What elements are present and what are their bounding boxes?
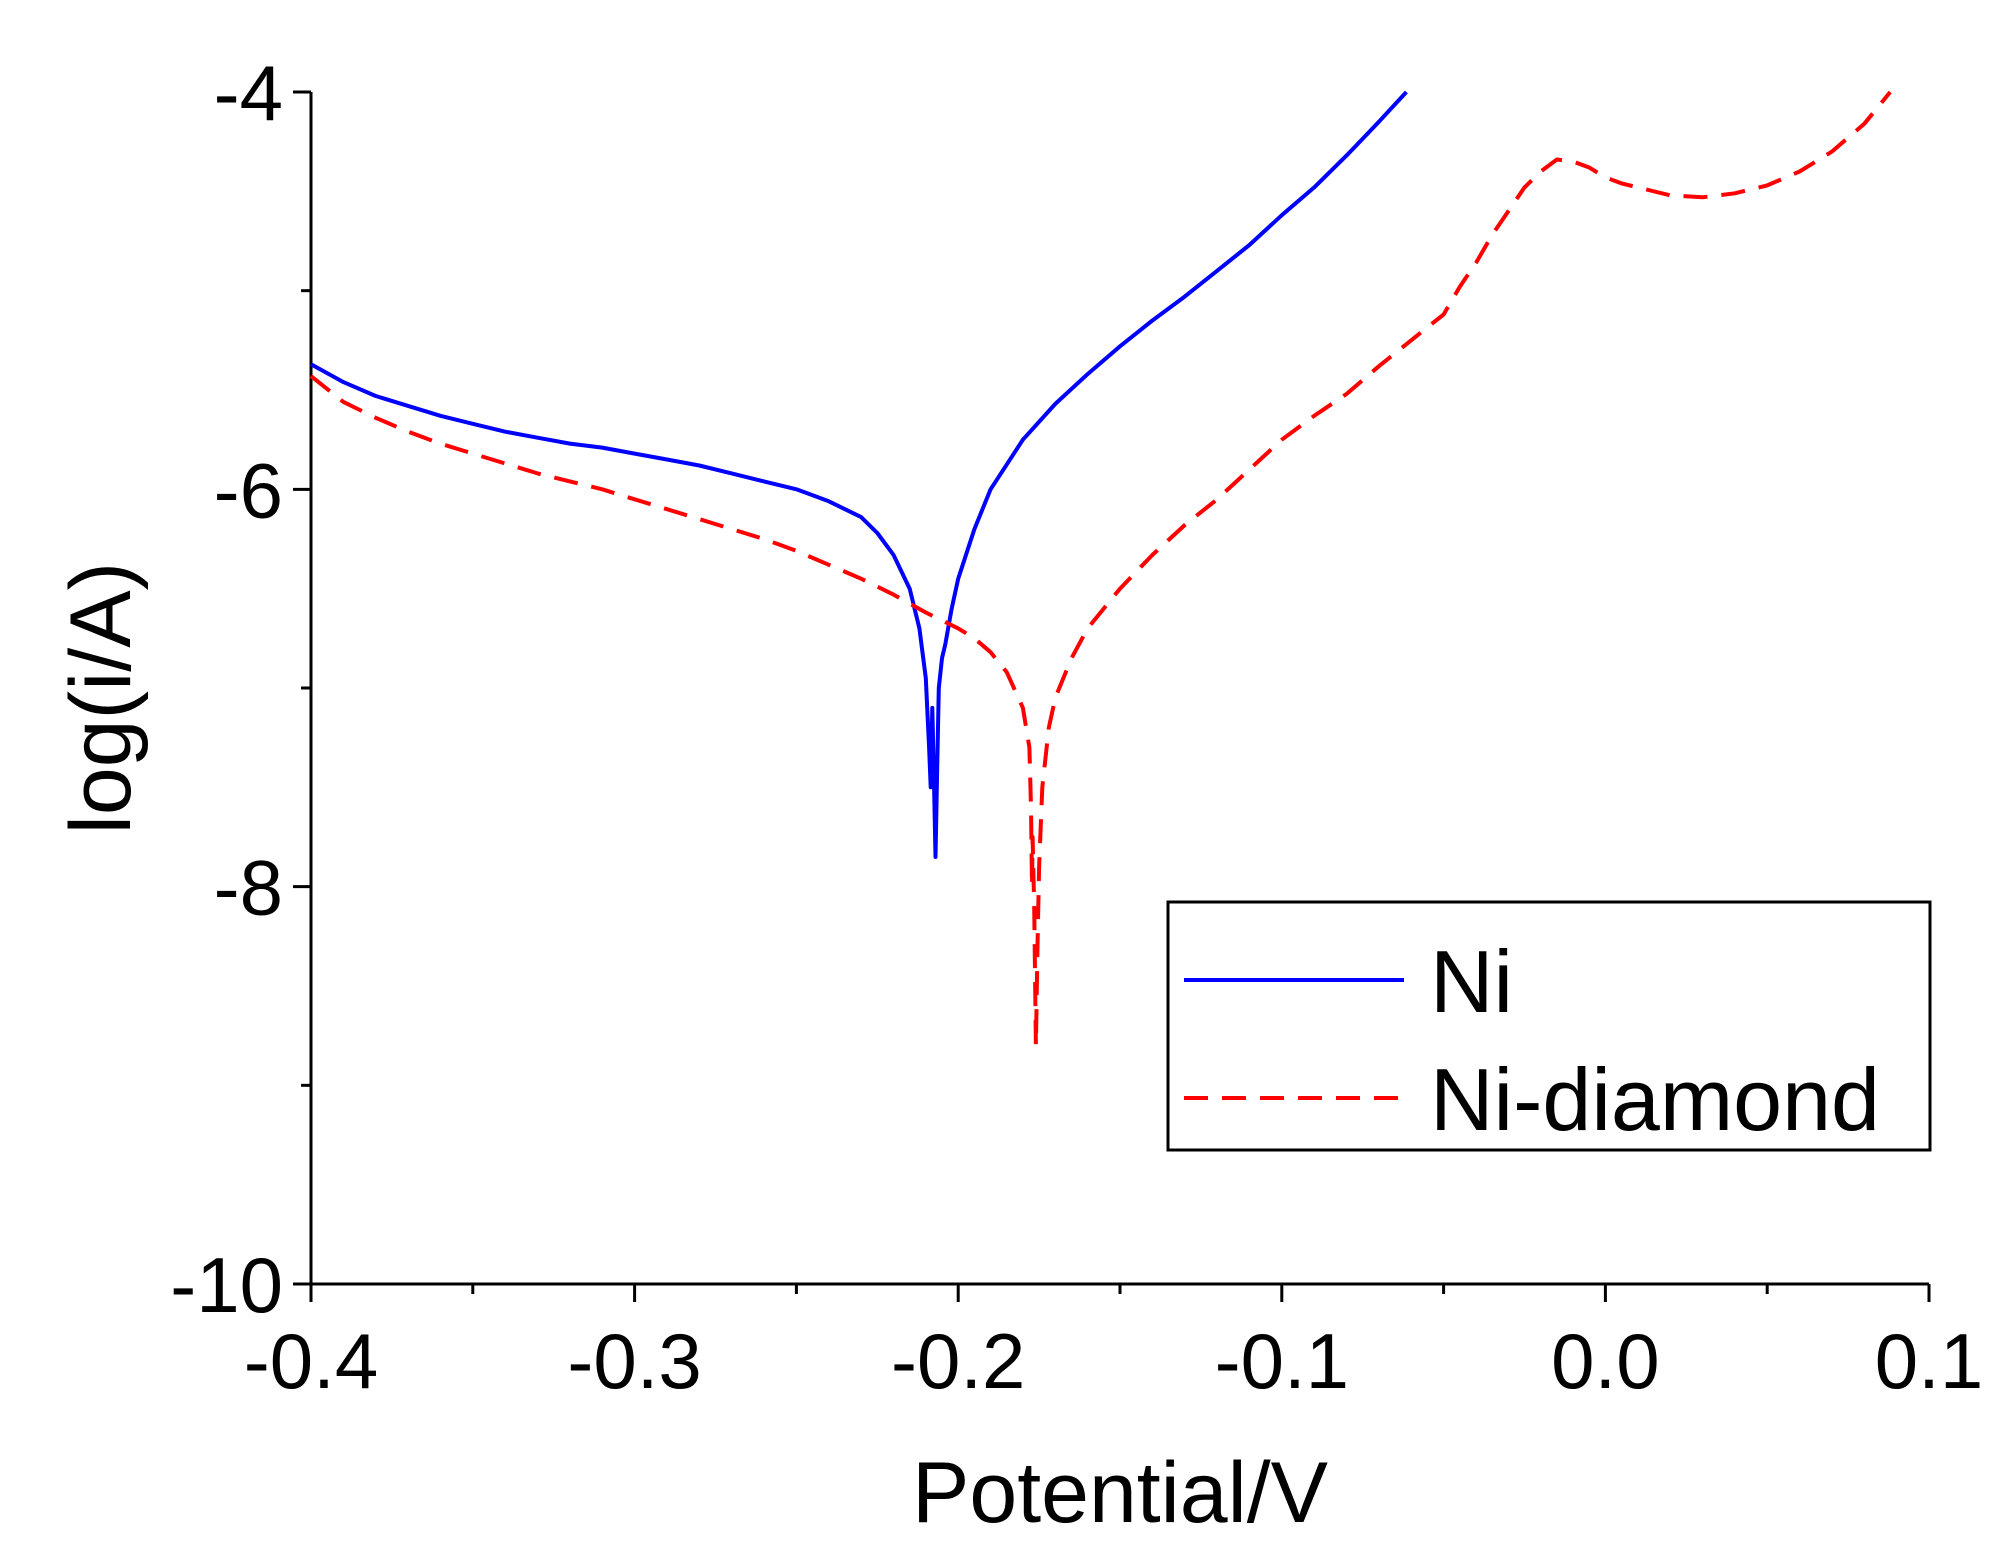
y-tick-label: -4: [214, 49, 283, 137]
y-tick-label: -10: [170, 1241, 283, 1329]
x-tick-label: 0.1: [1875, 1317, 1983, 1405]
x-tick-label: 0.0: [1551, 1317, 1659, 1405]
x-tick-label: -0.2: [891, 1317, 1025, 1405]
axes: -0.4 -0.3 -0.2 -0.1 0.0 0.1 -4 -6 -8 -10 Potential…: [53, 49, 1983, 1541]
y-tick-label: -8: [214, 844, 283, 932]
x-tick-label: -0.1: [1215, 1317, 1349, 1405]
legend-box: [1166, 900, 1932, 1152]
x-tick-label: -0.4: [244, 1317, 378, 1405]
x-tick-label: -0.3: [567, 1317, 701, 1405]
x-axis-title: Potential/V: [912, 1445, 1328, 1541]
y-axis-title: log(i/A): [53, 562, 149, 834]
legend-label: Ni-diamond: [1430, 1050, 1880, 1149]
legend: Ni Ni-diamond: [1166, 900, 1932, 1152]
legend-label: Ni: [1430, 932, 1513, 1031]
series-layer: [309, 90, 1892, 1048]
y-tick-label: -6: [214, 446, 283, 534]
series-line-ni-diamond: [309, 90, 1892, 1048]
series-line-ni: [310, 90, 1408, 859]
